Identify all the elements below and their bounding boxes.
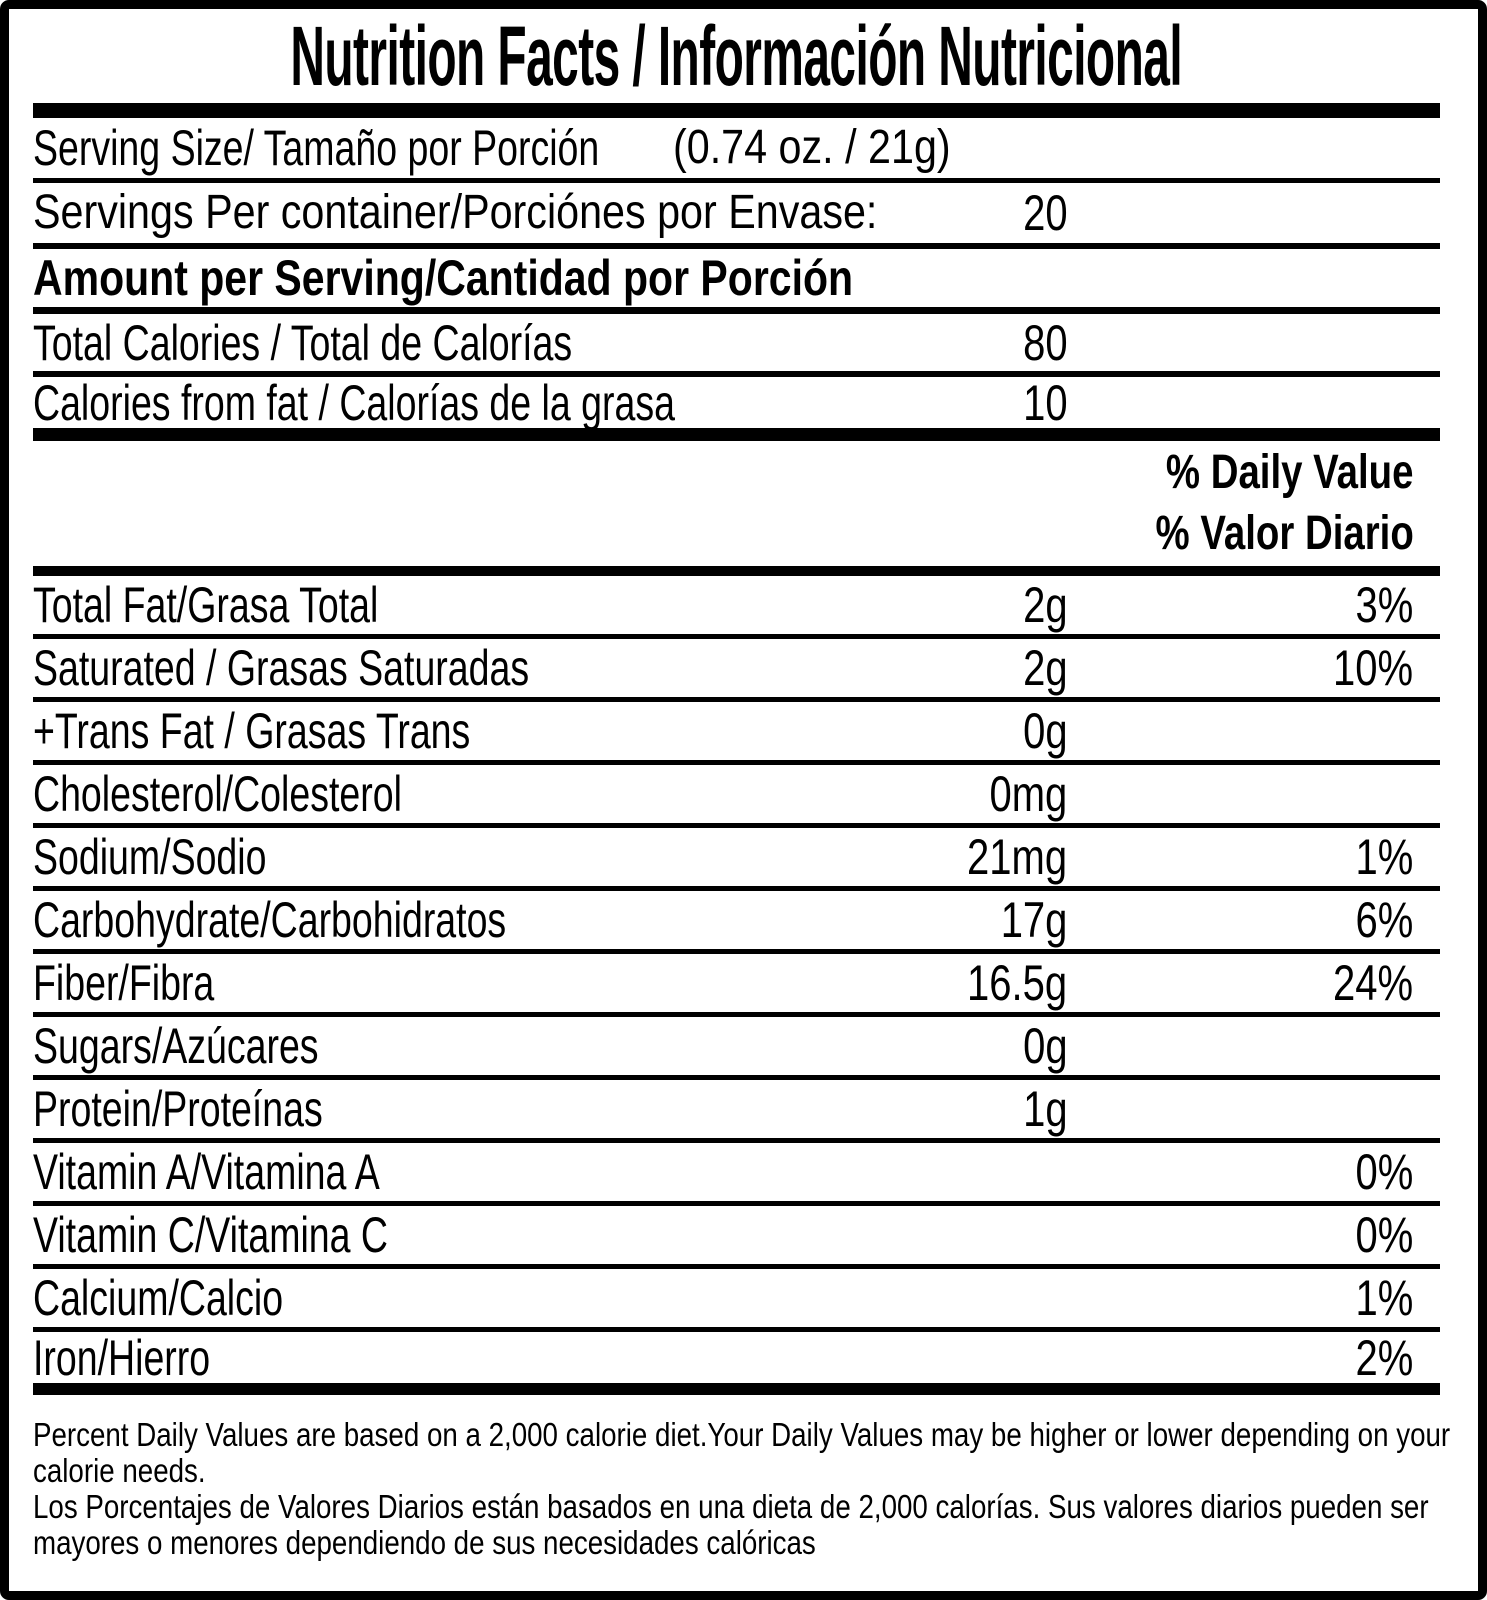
daily-value-header: % Daily Value % Valor Diario <box>33 441 1440 576</box>
nutrient-amount: 2g <box>1022 640 1068 696</box>
serving-size-value: (0.74 oz. / 21g) <box>673 121 951 174</box>
nutrient-dv: 1% <box>1355 829 1414 885</box>
footnote-line: Percent Daily Values are based on a 2,00… <box>33 1416 1451 1453</box>
nutrient-row-sodium: Sodium/Sodio 21mg 1% <box>33 828 1440 891</box>
amount-per-serving-header-row: Amount per Serving/Cantidad por Porción <box>33 249 1440 314</box>
daily-value-header-en: % Daily Value <box>1165 446 1414 499</box>
nutrient-row-vitamin-a: Vitamin A/Vitamina A 0% <box>33 1143 1440 1206</box>
nutrient-label: Sugars/Azúcares <box>33 1018 319 1074</box>
label-title: Nutrition Facts / Información Nutriciona… <box>290 8 1183 103</box>
daily-value-header-es: % Valor Diario <box>1155 507 1414 560</box>
nutrient-dv: 0% <box>1355 1207 1414 1263</box>
nutrient-label: Carbohydrate/Carbohidratos <box>33 892 507 948</box>
servings-per-container-row: Servings Per container/Porciónes por Env… <box>33 183 1440 249</box>
total-calories-row: Total Calories / Total de Calorías 80 <box>33 314 1440 377</box>
total-calories-label: Total Calories / Total de Calorías <box>33 314 573 371</box>
nutrient-label: Total Fat/Grasa Total <box>33 577 379 633</box>
nutrient-dv: 2% <box>1355 1329 1414 1386</box>
nutrient-label: Vitamin A/Vitamina A <box>33 1144 380 1200</box>
serving-size-label: Serving Size/ Tamaño por Porción <box>33 120 600 176</box>
nutrient-row-trans-fat: +Trans Fat / Grasas Trans 0g <box>33 702 1440 765</box>
nutrient-label: Protein/Proteínas <box>33 1081 323 1137</box>
footnote: Percent Daily Values are based on a 2,00… <box>33 1395 1451 1561</box>
footnote-line: Los Porcentajes de Valores Diarios están… <box>33 1488 1429 1525</box>
nutrient-row-calcium: Calcium/Calcio 1% <box>33 1269 1440 1332</box>
nutrient-row-iron: Iron/Hierro 2% <box>33 1332 1440 1395</box>
nutrient-dv: 0% <box>1355 1144 1414 1200</box>
nutrient-row-fiber: Fiber/Fibra 16.5g 24% <box>33 954 1440 1017</box>
nutrient-row-protein: Protein/Proteínas 1g <box>33 1080 1440 1143</box>
nutrient-dv: 10% <box>1333 640 1414 696</box>
serving-size-row: Serving Size/ Tamaño por Porción (0.74 o… <box>33 118 1440 183</box>
calories-from-fat-label: Calories from fat / Calorías de la grasa <box>33 374 675 431</box>
nutrient-label: Saturated / Grasas Saturadas <box>33 640 530 696</box>
nutrient-row-total-fat: Total Fat/Grasa Total 2g 3% <box>33 576 1440 639</box>
nutrient-dv: 1% <box>1355 1270 1414 1326</box>
nutrient-row-cholesterol: Cholesterol/Colesterol 0mg <box>33 765 1440 828</box>
nutrient-amount: 0g <box>1022 1018 1068 1074</box>
label-header: Nutrition Facts / Información Nutriciona… <box>33 9 1440 103</box>
total-calories-value: 80 <box>1022 314 1068 371</box>
nutrient-dv: 6% <box>1355 892 1414 948</box>
nutrient-row-carbohydrate: Carbohydrate/Carbohidratos 17g 6% <box>33 891 1440 954</box>
nutrient-dv: 24% <box>1333 955 1414 1011</box>
calories-from-fat-row: Calories from fat / Calorías de la grasa… <box>33 377 1440 441</box>
nutrient-row-saturated-fat: Saturated / Grasas Saturadas 2g 10% <box>33 639 1440 702</box>
nutrient-label: Cholesterol/Colesterol <box>33 766 402 822</box>
footnote-line: calorie needs. <box>33 1452 206 1489</box>
nutrient-label: +Trans Fat / Grasas Trans <box>33 703 471 759</box>
nutrient-label: Sodium/Sodio <box>33 829 267 885</box>
nutrient-label: Vitamin C/Vitamina C <box>33 1207 389 1263</box>
nutrient-label: Calcium/Calcio <box>33 1270 284 1326</box>
nutrient-amount: 0g <box>1022 703 1068 759</box>
nutrient-row-vitamin-c: Vitamin C/Vitamina C 0% <box>33 1206 1440 1269</box>
servings-per-container-label: Servings Per container/Porciónes por Env… <box>33 186 878 239</box>
nutrient-amount: 16.5g <box>967 955 1068 1011</box>
nutrient-amount: 2g <box>1022 577 1068 633</box>
nutrient-amount: 0mg <box>989 766 1068 822</box>
servings-per-container-value: 20 <box>1022 185 1068 241</box>
nutrient-label: Fiber/Fibra <box>33 955 215 1011</box>
nutrient-amount: 17g <box>1000 892 1068 948</box>
title-divider-bar <box>33 103 1440 118</box>
nutrient-label: Iron/Hierro <box>33 1329 211 1386</box>
nutrient-row-sugars: Sugars/Azúcares 0g <box>33 1017 1440 1080</box>
amount-per-serving-header: Amount per Serving/Cantidad por Porción <box>33 250 854 306</box>
nutrient-amount: 1g <box>1022 1081 1068 1137</box>
footnote-line: mayores o menores dependiendo de sus nec… <box>33 1524 816 1561</box>
nutrient-amount: 21mg <box>967 829 1068 885</box>
nutrient-dv: 3% <box>1355 577 1414 633</box>
calories-from-fat-value: 10 <box>1022 374 1068 431</box>
